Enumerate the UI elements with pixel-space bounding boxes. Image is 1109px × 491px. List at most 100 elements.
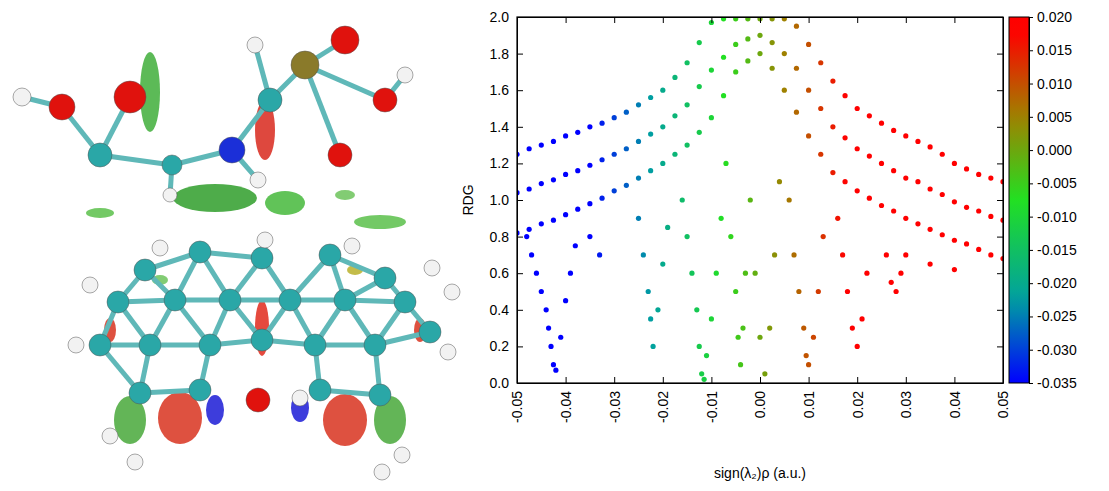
atom [107, 291, 129, 313]
tick-label: -0.020 [1037, 275, 1077, 291]
point [794, 24, 799, 29]
point [753, 271, 758, 276]
tick: -0.01 [704, 377, 720, 423]
point [928, 227, 933, 232]
point [952, 267, 957, 272]
tick [711, 17, 712, 23]
tick-mark [517, 127, 523, 128]
point [770, 66, 775, 71]
point [721, 93, 726, 98]
x-axis-title: sign(λ₂)ρ (a.u.) [714, 465, 806, 481]
atom [152, 240, 168, 256]
nci-surfaces [86, 52, 426, 446]
point [702, 377, 707, 382]
tick-mark [517, 54, 523, 55]
point [544, 307, 549, 312]
point [624, 183, 629, 188]
point [806, 133, 811, 138]
point [903, 216, 908, 221]
point [551, 362, 556, 367]
atom [102, 428, 118, 444]
point [721, 55, 726, 60]
tick-mark [711, 17, 712, 23]
tick [614, 17, 615, 23]
tick-mark [663, 17, 664, 23]
point [733, 289, 738, 294]
tick: 0.6 [490, 265, 523, 281]
point [563, 172, 568, 177]
figure: -0.05-0.04-0.03-0.02-0.010.000.010.020.0… [0, 0, 1109, 491]
point [867, 113, 872, 118]
tick [997, 200, 1003, 201]
tick: -0.02 [655, 377, 671, 423]
tick-mark [1029, 117, 1033, 118]
point [845, 289, 850, 294]
atom [114, 81, 146, 113]
point [568, 271, 573, 276]
nci-surface [354, 215, 406, 229]
tick [997, 273, 1003, 274]
point [903, 133, 908, 138]
atom [440, 344, 456, 360]
tick [566, 17, 567, 23]
atom [394, 291, 416, 313]
point [842, 135, 847, 140]
point [821, 234, 826, 239]
point [745, 36, 750, 41]
tick-label: 0.03 [898, 391, 914, 418]
tick-mark [997, 310, 1003, 311]
y-axis: 0.00.20.40.60.81.01.21.41.61.82.0 [490, 9, 523, 391]
atom [444, 284, 460, 300]
atom [424, 260, 440, 276]
point [748, 197, 753, 202]
point [762, 371, 767, 376]
point [655, 307, 660, 312]
tick: -0.020 [1029, 275, 1077, 291]
tick-label: -0.035 [1037, 375, 1077, 391]
point [794, 110, 799, 115]
point [728, 234, 733, 239]
tick-label: 2.0 [490, 9, 510, 25]
atom [189, 241, 211, 263]
point [915, 139, 920, 144]
tick-label: 0.010 [1037, 76, 1072, 92]
tick-mark [857, 377, 858, 383]
tick-mark [906, 377, 907, 383]
point [988, 175, 993, 180]
tick-mark [906, 17, 907, 23]
tick-label: 1.2 [490, 155, 510, 171]
point [835, 216, 840, 221]
tick-mark [997, 273, 1003, 274]
x-axis: -0.05-0.04-0.03-0.02-0.010.000.010.020.0… [509, 377, 1011, 423]
tick-label: -0.01 [704, 391, 720, 423]
tick-mark [517, 200, 523, 201]
tick-mark [1029, 283, 1033, 284]
tick [760, 17, 761, 23]
point [672, 152, 677, 157]
point [685, 234, 690, 239]
tick-label: 1.0 [490, 192, 510, 208]
point [599, 121, 604, 126]
point [672, 75, 677, 80]
atom [163, 188, 177, 202]
point [804, 353, 809, 358]
tick-label: 1.6 [490, 82, 510, 98]
point [767, 326, 772, 331]
point [903, 175, 908, 180]
point [757, 33, 762, 38]
atom [373, 88, 397, 112]
point [529, 252, 534, 257]
point [575, 130, 580, 135]
tick: 0.020 [1029, 9, 1072, 25]
atom [304, 334, 326, 356]
point [976, 172, 981, 177]
point [527, 186, 532, 191]
tick-label: 0.015 [1037, 42, 1072, 58]
atom [89, 334, 111, 356]
tick-label: -0.010 [1037, 209, 1077, 225]
point [575, 207, 580, 212]
colorbar-axis: 0.0200.0150.0100.0050.000-0.005-0.010-0.… [1029, 9, 1077, 391]
atom [334, 289, 356, 311]
axis-line [1029, 18, 1030, 384]
tick: -0.005 [1029, 175, 1077, 191]
